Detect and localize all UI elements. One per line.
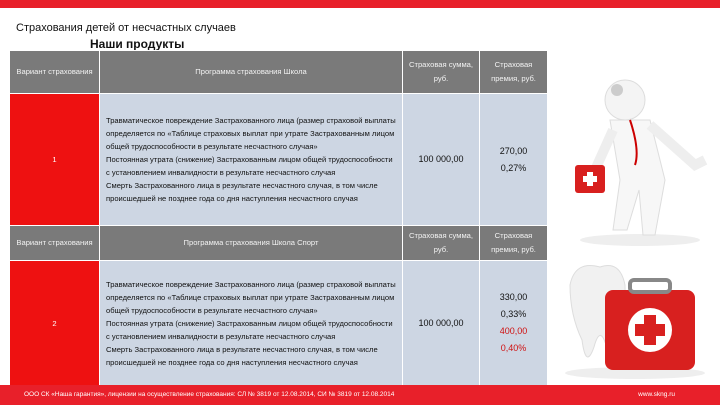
table-header-row: Вариант страхования Программа страховани…	[9, 50, 548, 94]
doctor-figure-icon	[575, 79, 708, 246]
footer-site-link[interactable]: www.skng.ru	[638, 391, 675, 398]
program-cell: Травматическое повреждение Застрахованно…	[99, 260, 403, 386]
top-bar	[0, 0, 720, 8]
sum-cell: 100 000,00	[402, 93, 480, 226]
header-premium: Страховая премия, руб.	[479, 50, 548, 94]
premium-value: 330,00	[499, 292, 528, 302]
header-sum: Страховая сумма, руб.	[402, 50, 480, 94]
premium-rate: 0,33%	[500, 309, 527, 319]
program-item: Смерть Застрахованного лица в результате…	[106, 181, 378, 203]
premium-cell: 330,00 0,33% 400,00 0,40%	[479, 260, 548, 386]
program-cell: Травматическое повреждение Застрахованно…	[99, 93, 403, 226]
program-item: Постоянная утрата (снижение) Застрахован…	[106, 155, 393, 177]
variant-cell: 1	[9, 93, 100, 226]
premium-value: 270,00	[499, 145, 528, 156]
header-program: Программа страхования Школа Спорт	[99, 225, 403, 261]
header-program: Программа страхования Школа	[99, 50, 403, 94]
footer-license: ООО СК «Наша гарантия», лицензии на осущ…	[24, 391, 395, 398]
header-variant: Вариант страхования	[9, 225, 100, 261]
header-premium: Страховая премия, руб.	[479, 225, 548, 261]
tooth-firstaid-icon	[565, 265, 705, 379]
program-item: Смерть Застрахованного лица в результате…	[106, 344, 378, 367]
table-row: 1 Травматическое повреждение Застрахован…	[9, 93, 548, 226]
program-item: Травматическое повреждение Застрахованно…	[106, 116, 396, 151]
variant-cell: 2	[9, 260, 100, 386]
header-sum: Страховая сумма, руб.	[402, 225, 480, 261]
products-table: Вариант страхования Программа страховани…	[9, 50, 548, 386]
program-item: Постоянная утрата (снижение) Застрахован…	[106, 318, 393, 341]
premium-rate: 0,27%	[500, 162, 527, 173]
table-row: 2 Травматическое повреждение Застрахован…	[9, 260, 548, 386]
sum-cell: 100 000,00	[402, 260, 480, 386]
program-item: Травматическое повреждение Застрахованно…	[106, 279, 396, 315]
table-header-row: Вариант страхования Программа страховани…	[9, 225, 548, 261]
premium-alt-rate: 0,40%	[500, 343, 527, 353]
footer: ООО СК «Наша гарантия», лицензии на осущ…	[0, 385, 720, 405]
premium-alt-value: 400,00	[499, 326, 528, 336]
page-title: Страхования детей от несчастных случаев	[16, 22, 236, 34]
page-subtitle: Наши продукты	[90, 37, 185, 51]
premium-cell: 270,00 0,27%	[479, 93, 548, 226]
header-variant: Вариант страхования	[9, 50, 100, 94]
